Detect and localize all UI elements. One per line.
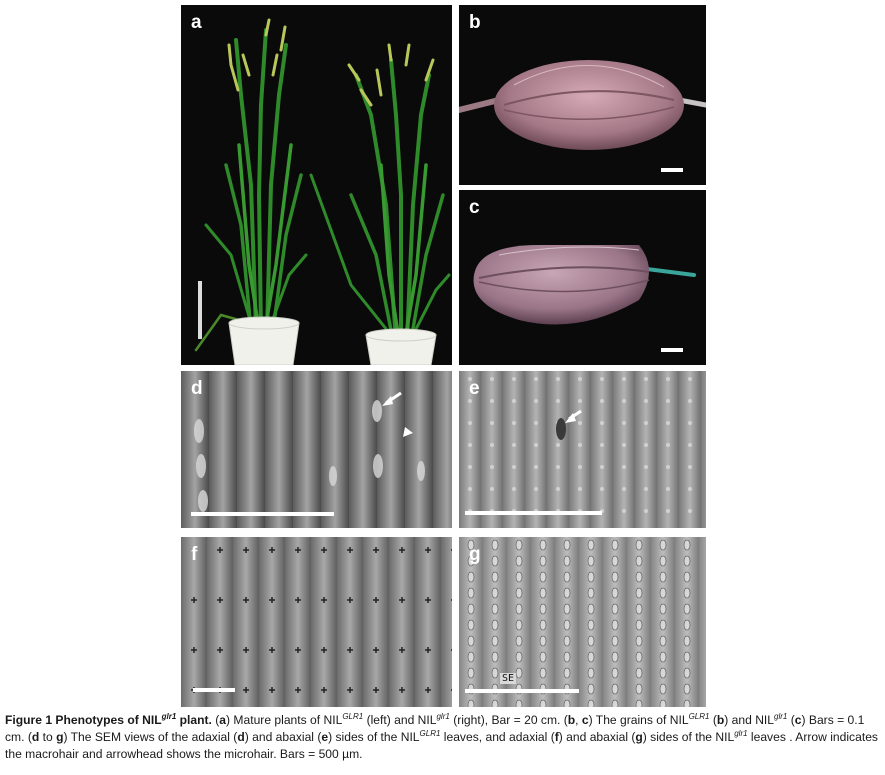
caption-title-sup: glr1	[161, 711, 177, 721]
sem-g-texture	[459, 537, 706, 707]
caption-segment: ) sides of the NIL	[328, 730, 420, 745]
caption-segment: glr1	[734, 729, 748, 739]
caption-title-prefix: Phenotypes of NIL	[55, 713, 162, 727]
caption-segment: ) and NIL	[724, 713, 775, 727]
scale-bar-f	[193, 688, 235, 692]
caption-segment: glr1	[436, 711, 450, 721]
caption-body: (a) Mature plants of NILGLR1 (left) and …	[5, 711, 878, 762]
caption-segment: d	[31, 730, 40, 745]
caption-segment: GLR1	[342, 711, 364, 721]
scale-bar-c	[661, 348, 683, 352]
caption-segment: ) and abaxial (	[558, 730, 636, 745]
caption-segment: b	[567, 713, 576, 727]
panel-c-grain: c	[459, 190, 706, 365]
rice-plants-illustration	[194, 18, 451, 365]
caption-segment: ) Mature plants of NIL	[226, 713, 343, 727]
caption-segment: ,	[575, 713, 582, 727]
sem-e-texture	[459, 371, 706, 528]
caption-title-suffix: plant.	[176, 713, 212, 727]
panel-label-a: a	[191, 12, 202, 33]
caption-segment: GLR1	[688, 711, 710, 721]
caption-segment: f	[554, 730, 559, 745]
scale-bar-b	[661, 168, 683, 172]
se-annotation: SE	[500, 673, 517, 684]
scale-bar-a	[198, 281, 202, 339]
panel-f-sem: f	[181, 537, 452, 707]
caption-segment: leaves, and adaxial (	[440, 730, 555, 745]
panel-label-g: g	[469, 544, 481, 565]
caption-segment: to	[39, 730, 57, 745]
panel-a-plants: a	[181, 5, 452, 365]
left-plant	[194, 28, 308, 352]
caption-segment: (left) and NIL	[363, 713, 437, 727]
scale-bar-e	[465, 511, 602, 515]
caption-segment: ) The grains of NIL	[588, 713, 689, 727]
scale-bar-d	[191, 512, 334, 516]
caption-segment: ) and abaxial (	[244, 730, 322, 745]
caption-segment: c	[581, 713, 589, 727]
panel-label-e: e	[469, 378, 480, 399]
figure-caption: Figure 1 Phenotypes of NILglr1 plant. (a…	[5, 712, 881, 764]
caption-segment: (	[215, 713, 220, 727]
panel-label-c: c	[469, 197, 480, 218]
caption-segment: ) The SEM views of the adaxial (	[63, 730, 238, 745]
right-plant	[309, 58, 451, 342]
panel-label-d: d	[191, 378, 203, 399]
pots	[228, 316, 437, 365]
caption-segment: e	[321, 730, 329, 745]
caption-segment: leaves . Arrow indicates the macrohair a…	[5, 730, 878, 762]
panel-label-f: f	[191, 544, 198, 565]
caption-segment: a	[219, 713, 227, 727]
caption-segment: (	[787, 713, 795, 727]
caption-segment: c	[794, 713, 802, 727]
caption-segment: ) sides of the NIL	[642, 730, 735, 745]
panel-e-sem: e	[459, 371, 706, 528]
left-plant-panicles	[227, 18, 287, 92]
grain-c-illustration	[473, 245, 696, 352]
caption-title: Phenotypes of NILglr1 plant.	[55, 711, 212, 727]
caption-figure-label: Figure 1	[5, 713, 53, 727]
scale-bar-g	[465, 689, 579, 693]
caption-segment: b	[716, 713, 725, 727]
panel-d-sem: d	[181, 371, 452, 528]
caption-segment: (right), Bar = 20 cm. (	[449, 713, 568, 727]
caption-segment: g	[56, 730, 64, 745]
panel-b-grain: b	[459, 5, 706, 185]
caption-segment: d	[237, 730, 245, 745]
sem-f-texture	[181, 537, 452, 707]
caption-segment: ) Bars = 0.1 cm. (	[5, 713, 865, 745]
panel-label-b: b	[469, 12, 481, 33]
grain-b-illustration	[459, 60, 706, 172]
caption-segment: glr1	[774, 711, 788, 721]
caption-segment: g	[635, 730, 643, 745]
caption-segment: GLR1	[419, 729, 441, 739]
panel-g-sem: g SE	[459, 537, 706, 707]
caption-segment: (	[709, 713, 717, 727]
sem-d-texture	[181, 371, 452, 528]
right-plant-panicles	[347, 43, 435, 107]
